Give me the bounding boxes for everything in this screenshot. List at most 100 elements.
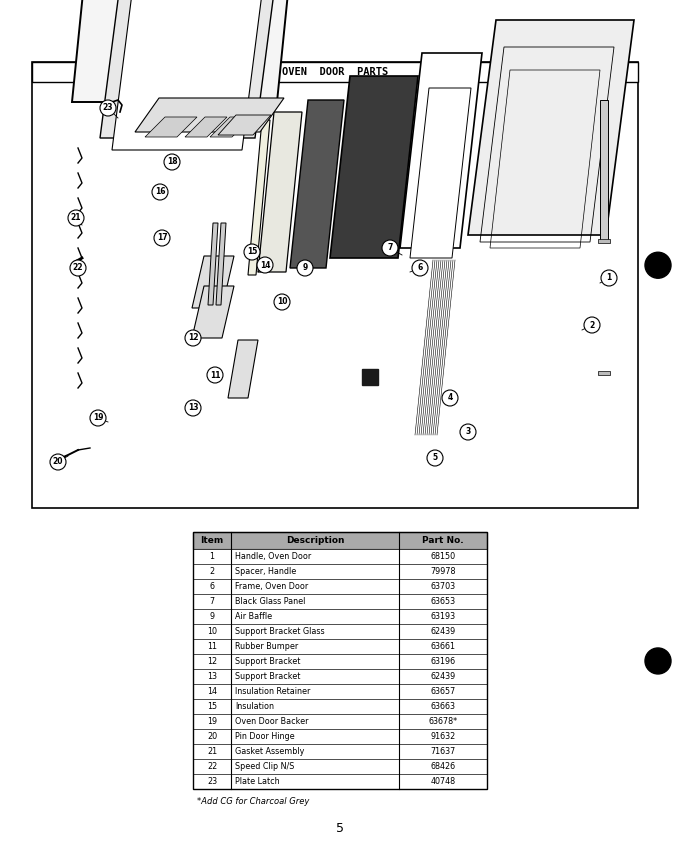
Text: 23: 23: [207, 777, 217, 786]
Bar: [32, 62, 638, 82]
Polygon shape: [468, 20, 634, 235]
Text: 6: 6: [209, 582, 214, 591]
Polygon shape: [218, 115, 271, 135]
Text: 20: 20: [53, 457, 63, 466]
Circle shape: [100, 100, 116, 116]
Text: 22: 22: [207, 762, 217, 771]
Bar: [193, 532, 487, 549]
Text: 13: 13: [207, 672, 217, 681]
Text: 9: 9: [303, 264, 307, 273]
Polygon shape: [400, 53, 482, 248]
Circle shape: [185, 400, 201, 416]
Bar: [193, 594, 487, 609]
Text: 62439: 62439: [430, 627, 456, 636]
Polygon shape: [72, 0, 309, 102]
Circle shape: [427, 450, 443, 466]
Bar: [193, 759, 487, 774]
Text: 63196: 63196: [430, 657, 456, 666]
Text: 16: 16: [155, 188, 165, 196]
Bar: [193, 532, 487, 789]
Bar: [598, 239, 610, 243]
Text: 10: 10: [277, 297, 287, 306]
Text: 4: 4: [447, 393, 453, 402]
Circle shape: [68, 210, 84, 226]
Bar: [193, 579, 487, 594]
Text: 2: 2: [590, 321, 594, 329]
Text: *Add CG for Charcoal Grey: *Add CG for Charcoal Grey: [197, 797, 309, 806]
Text: 14: 14: [207, 687, 217, 696]
Bar: [193, 564, 487, 579]
Polygon shape: [185, 117, 227, 137]
Bar: [193, 684, 487, 699]
Polygon shape: [228, 340, 258, 398]
Text: 91632: 91632: [430, 732, 456, 741]
Bar: [32, 62, 638, 508]
Text: 14: 14: [260, 260, 270, 269]
Text: 63703: 63703: [430, 582, 456, 591]
Text: Frame, Oven Door: Frame, Oven Door: [235, 582, 308, 591]
Text: 7: 7: [388, 243, 392, 253]
Text: Insulation Retainer: Insulation Retainer: [235, 687, 310, 696]
Text: 23: 23: [103, 104, 114, 113]
Polygon shape: [208, 223, 218, 305]
Text: Spacer, Handle: Spacer, Handle: [235, 567, 296, 576]
Text: 20: 20: [207, 732, 217, 741]
Text: 17: 17: [156, 233, 167, 242]
Text: 11: 11: [207, 642, 217, 651]
Text: 9: 9: [209, 612, 215, 621]
Text: 2: 2: [209, 567, 215, 576]
Circle shape: [164, 154, 180, 170]
Bar: [598, 371, 610, 375]
Text: Oven Door Backer: Oven Door Backer: [235, 717, 309, 726]
Circle shape: [244, 244, 260, 260]
Text: 5: 5: [336, 822, 344, 834]
Polygon shape: [192, 286, 234, 338]
Text: Description: Description: [286, 536, 344, 545]
Text: Gasket Assembly: Gasket Assembly: [235, 747, 305, 756]
Text: Black Glass Panel: Black Glass Panel: [235, 597, 305, 606]
Text: 63193: 63193: [430, 612, 456, 621]
Circle shape: [152, 184, 168, 200]
Text: 13: 13: [188, 403, 199, 413]
Bar: [193, 714, 487, 729]
Text: 1: 1: [209, 552, 214, 561]
Bar: [193, 639, 487, 654]
Bar: [193, 699, 487, 714]
Text: 15: 15: [207, 702, 217, 711]
Circle shape: [645, 648, 671, 674]
Text: 68150: 68150: [430, 552, 456, 561]
Polygon shape: [112, 0, 266, 150]
Text: Support Bracket: Support Bracket: [235, 672, 301, 681]
Text: Part No.: Part No.: [422, 536, 464, 545]
Bar: [193, 624, 487, 639]
Text: 5: 5: [432, 454, 437, 462]
Text: 21: 21: [71, 214, 81, 222]
Circle shape: [601, 270, 617, 286]
Circle shape: [412, 260, 428, 276]
Text: 19: 19: [92, 413, 103, 423]
Circle shape: [185, 330, 201, 346]
Text: 63661: 63661: [430, 642, 456, 651]
Circle shape: [297, 260, 313, 276]
Text: 3: 3: [465, 428, 471, 436]
Text: 21: 21: [207, 747, 217, 756]
Bar: [193, 654, 487, 669]
Text: 62439: 62439: [430, 672, 456, 681]
Polygon shape: [410, 88, 471, 258]
Text: 11: 11: [209, 370, 220, 380]
Text: Item: Item: [201, 536, 224, 545]
Polygon shape: [100, 0, 283, 138]
Text: 18: 18: [167, 157, 177, 167]
Text: 79978: 79978: [430, 567, 456, 576]
Text: Plate Latch: Plate Latch: [235, 777, 279, 786]
Polygon shape: [290, 100, 344, 268]
Text: 63657: 63657: [430, 687, 456, 696]
Polygon shape: [192, 256, 234, 308]
Polygon shape: [258, 112, 302, 272]
Bar: [600, 100, 608, 240]
Text: 7: 7: [209, 597, 215, 606]
Bar: [193, 744, 487, 759]
Circle shape: [50, 454, 66, 470]
Text: 12: 12: [188, 333, 199, 343]
Circle shape: [70, 260, 86, 276]
